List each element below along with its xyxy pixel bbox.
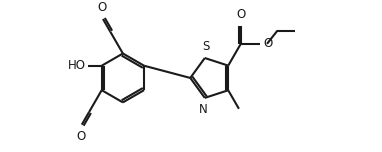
Text: O: O (76, 130, 85, 143)
Text: HO: HO (68, 59, 86, 72)
Text: O: O (236, 9, 245, 21)
Text: O: O (264, 37, 273, 50)
Text: O: O (97, 1, 107, 14)
Text: N: N (199, 103, 208, 116)
Text: S: S (202, 40, 209, 53)
